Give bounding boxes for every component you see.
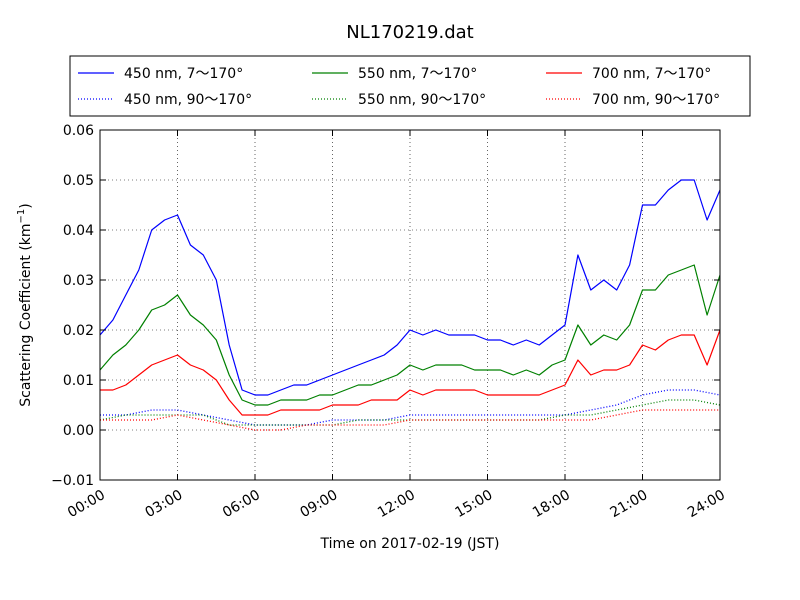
x-axis-label: Time on 2017-02-19 (JST) [320,536,500,552]
x-tick-label: 09:00 [298,487,341,521]
y-tick-label: 0.02 [63,323,94,339]
y-axis-label: Scattering Coefficient (km−1) [16,203,34,407]
series-line [100,389,721,426]
y-tick-label: −0.01 [51,473,94,489]
y-tick-label: 0.03 [63,273,94,289]
legend-label: 450 nm, 7～170° [124,66,243,82]
series-line [100,329,721,416]
legend-label: 450 nm, 90～170° [124,92,252,108]
series-line [99,179,721,396]
legend-label: 700 nm, 90～170° [592,92,720,108]
series-line [100,409,720,431]
plot-area: 00:00 03:00 06:00 09:00 12:00 15:00 18:00 21:00… [51,123,728,521]
x-tick-label: 12:00 [375,487,418,521]
legend-label: 700 nm, 7～170° [592,66,711,82]
y-tick-label: 0.00 [63,423,94,439]
chart-title: NL170219.dat [346,22,473,43]
x-tick-label: 21:00 [608,487,651,521]
legend-label: 550 nm, 7～170° [358,66,477,82]
x-tick-label: 00:00 [65,487,108,521]
y-tick-label: 0.04 [63,223,94,239]
y-axis-label-main: Scattering Coefficient (km [18,223,34,406]
legend: 450 nm, 7～170° 550 nm, 7～170° 700 nm, 7～17… [69,55,751,117]
legend-label: 550 nm, 90～170° [358,92,486,108]
legend-frame [69,55,751,117]
y-tick-label: 0.06 [63,123,94,139]
x-tick-label: 18:00 [530,487,573,521]
y-axis-label-close: ) [18,203,34,208]
x-tick-label: 24:00 [685,487,728,521]
x-tick-label: 03:00 [143,487,186,521]
series-line [99,264,721,406]
y-axis-label-superscript: −1 [16,209,27,224]
y-tick-label: 0.01 [63,373,94,389]
y-tick-label: 0.05 [63,173,94,189]
x-tick-label: 06:00 [220,487,263,521]
x-tick-label: 15:00 [453,487,496,521]
